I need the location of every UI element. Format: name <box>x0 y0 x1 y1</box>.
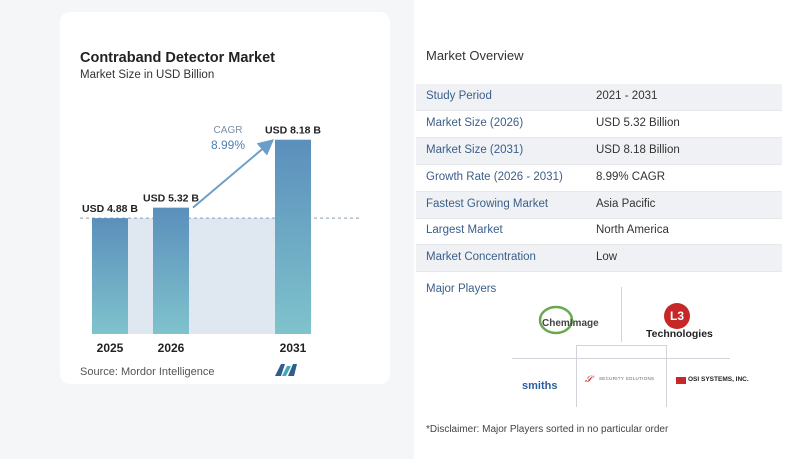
l3-name: Technologies <box>646 328 713 340</box>
row-value: USD 5.32 Billion <box>596 117 680 129</box>
osi-mark-icon <box>676 377 686 384</box>
osi-name: OSI SYSTEMS, INC. <box>688 376 749 383</box>
l3-mark-icon: L3 <box>664 303 690 329</box>
l3-technologies-logo: L3 Technologies <box>646 303 713 341</box>
cagr-value: 8.99% <box>211 138 245 152</box>
overview-row-fastest-growing: Fastest Growing Market Asia Pacific <box>416 192 782 219</box>
chemimage-name: ChemImage <box>542 318 599 329</box>
row-value: Asia Pacific <box>596 198 656 210</box>
market-overview-panel: Market Overview Study Period 2021 - 2031… <box>414 0 800 459</box>
row-key: Market Concentration <box>426 251 536 263</box>
cagr-arrow <box>192 139 275 209</box>
overview-title: Market Overview <box>426 48 524 63</box>
chemimage-ring-icon <box>538 305 574 335</box>
grid-divider <box>576 345 577 407</box>
category-label-2026: 2026 <box>158 341 185 355</box>
disclaimer-text: *Disclaimer: Major Players sorted in no … <box>426 424 669 435</box>
baseline-shade <box>128 218 275 334</box>
row-value: Low <box>596 251 618 263</box>
bar-chart: USD 4.88 B 2025 USD 5.32 B 2026 USD 8.18 B 20… <box>80 125 360 355</box>
row-key: Market Size (2031) <box>426 144 524 156</box>
major-players-label: Major Players <box>426 283 497 295</box>
row-key: Largest Market <box>426 224 503 236</box>
row-value: 8.99% CAGR <box>596 171 666 183</box>
bar-2031 <box>275 139 311 334</box>
row-key: Growth Rate (2026 - 2031) <box>426 171 563 183</box>
value-label-2025: USD 4.88 B <box>82 203 138 215</box>
category-label-2031: 2031 <box>280 341 307 355</box>
overview-row-market-size-2026: Market Size (2026) USD 5.32 Billion <box>416 111 782 138</box>
smiths-logo: smiths <box>522 380 558 392</box>
chart-title: Contraband Detector Market <box>80 50 275 66</box>
chemimage-logo: ChemImage <box>538 305 599 335</box>
bar-2025 <box>92 218 128 334</box>
row-value: USD 8.18 Billion <box>596 144 680 156</box>
row-value: North America <box>596 224 669 236</box>
row-key: Market Size (2026) <box>426 117 524 129</box>
grid-divider <box>576 345 666 346</box>
godrej-logo: 𝓢 SECURITY SOLUTIONS <box>585 374 659 388</box>
source-label: Source: Mordor Intelligence <box>80 366 215 378</box>
chart-card: USD 4.88 B 2025 USD 5.32 B 2026 USD 8.18 B 20… <box>60 12 390 384</box>
overview-row-largest-market: Largest Market North America <box>416 218 782 245</box>
osi-systems-logo: OSI SYSTEMS, INC. <box>676 375 749 389</box>
grid-divider <box>512 358 730 359</box>
godrej-mark-icon: 𝓢 <box>585 374 592 384</box>
value-label-2026: USD 5.32 B <box>143 193 199 205</box>
cagr-label: CAGR <box>214 125 243 136</box>
grid-divider <box>621 287 622 342</box>
row-value: 2021 - 2031 <box>596 90 658 102</box>
bar-2026 <box>153 207 189 334</box>
grid-divider <box>666 345 667 407</box>
category-label-2025: 2025 <box>97 341 124 355</box>
mordor-logo-icon <box>275 364 297 376</box>
row-key: Fastest Growing Market <box>426 198 549 210</box>
row-key: Study Period <box>426 90 492 102</box>
overview-row-concentration: Market Concentration Low <box>416 245 782 272</box>
overview-row-growth-rate: Growth Rate (2026 - 2031) 8.99% CAGR <box>416 165 782 192</box>
overview-row-study-period: Study Period 2021 - 2031 <box>416 84 782 111</box>
godrej-tagline: SECURITY SOLUTIONS <box>599 376 655 381</box>
value-label-2031: USD 8.18 B <box>265 125 321 137</box>
chart-subtitle: Market Size in USD Billion <box>80 69 215 81</box>
overview-row-market-size-2031: Market Size (2031) USD 8.18 Billion <box>416 138 782 165</box>
